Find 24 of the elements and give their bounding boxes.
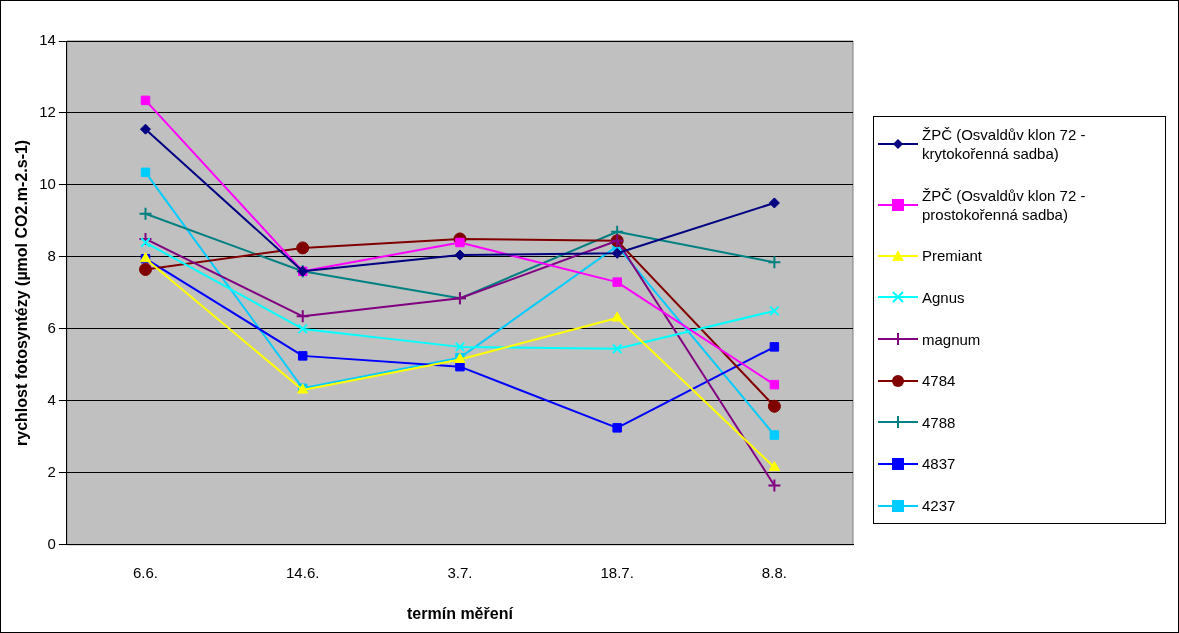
legend-label: 4237 bbox=[922, 496, 956, 515]
y-tick-label: 12 bbox=[39, 103, 56, 121]
legend-label: ŽPČ (Osvaldův klon 72 - krytokořenná sadba) bbox=[922, 125, 1087, 163]
y-tick-label: 0 bbox=[47, 534, 56, 552]
y-tick-label: 4 bbox=[47, 391, 56, 408]
x-tick-label: 18.7. bbox=[600, 563, 634, 581]
x-tick-label: 8.8. bbox=[761, 563, 787, 581]
y-axis-title: rychlost fotosyntézy (µmol CO2.m-2.s-1) bbox=[13, 139, 31, 446]
legend-label: 4784 bbox=[922, 371, 956, 391]
x-tick-label: 3.7. bbox=[447, 563, 473, 581]
x-tick-label: 6.6. bbox=[132, 563, 159, 581]
y-tick-label: 6 bbox=[47, 319, 56, 337]
legend-label: Premiant bbox=[922, 246, 983, 266]
legend-label: magnum bbox=[922, 329, 981, 349]
y-tick-label: 10 bbox=[39, 175, 56, 193]
y-tick-label: 2 bbox=[47, 462, 56, 480]
x-tick-label: 14.6. bbox=[286, 563, 320, 581]
legend-label: ŽPČ (Osvaldův klon 72 - prostokořenná sadba) bbox=[922, 185, 1087, 224]
legend-label: 4837 bbox=[922, 454, 956, 474]
x-axis-title: termín měření bbox=[407, 604, 514, 622]
y-tick-label: 14 bbox=[39, 31, 56, 49]
legend-label: 4788 bbox=[922, 412, 956, 432]
legend-label: Agnus bbox=[922, 287, 965, 307]
y-tick-label: 8 bbox=[47, 247, 56, 265]
